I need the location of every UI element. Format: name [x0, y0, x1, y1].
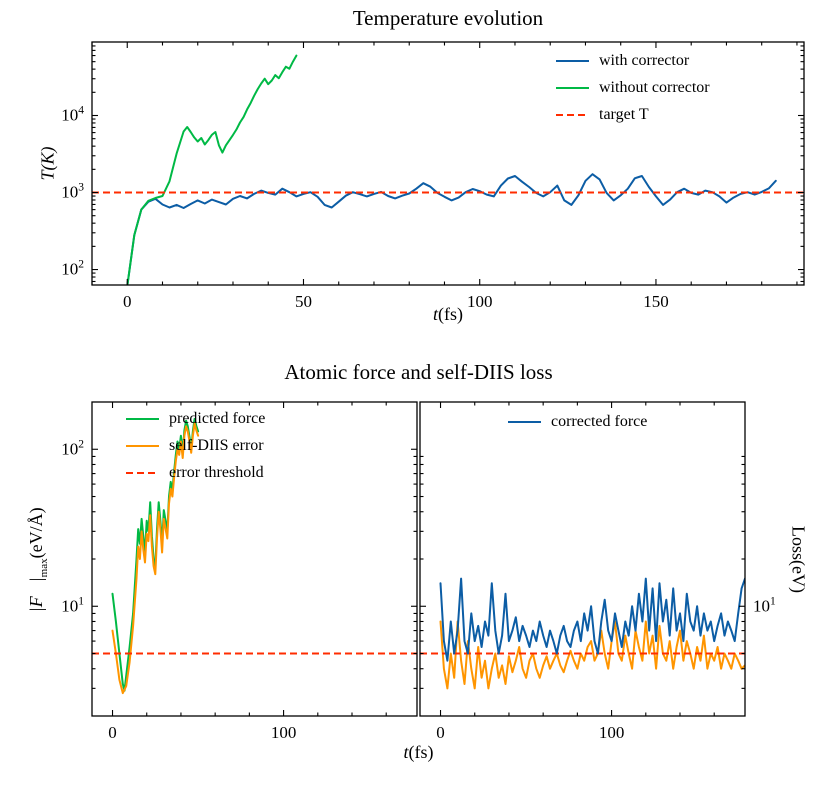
svg-text:0: 0	[123, 292, 132, 311]
legend-label: predicted force	[169, 410, 266, 427]
legend-line-sample-red-dashed	[556, 113, 589, 117]
svg-text:101: 101	[753, 595, 776, 615]
legend-line-sample-blue	[508, 420, 541, 424]
bottom-chart-title: Atomic force and self-DIIS loss	[284, 360, 553, 384]
force-y-axis-label-unit: (eV/Å)	[26, 507, 47, 559]
legend-item-error-threshold: error threshold	[126, 464, 265, 482]
legend-line-sample-blue	[556, 59, 589, 63]
force-y-axis-label-pre: |F⃗|	[26, 577, 47, 613]
svg-text:50: 50	[295, 292, 312, 311]
svg-text:102: 102	[61, 259, 84, 279]
svg-text:100: 100	[271, 723, 297, 742]
legend-item-with-corrector: with corrector	[556, 52, 710, 70]
bottom-x-axis-label-var: t	[403, 742, 409, 762]
legend-line-sample-red-dashed	[126, 471, 159, 475]
top-chart-title: Temperature evolution	[352, 6, 544, 30]
force-y-axis-label: |F⃗|max(eV/Å)	[26, 485, 50, 635]
legend-label: error threshold	[169, 464, 264, 481]
svg-text:103: 103	[61, 182, 84, 202]
top-y-axis-label: T(K)	[38, 114, 59, 214]
legend-label: corrected force	[551, 413, 648, 430]
top-x-axis-label-var: t	[432, 304, 438, 324]
legend-item-without-corrector: without corrector	[556, 79, 710, 97]
top-x-axis-label: t(fs)	[92, 304, 804, 325]
svg-text:100: 100	[599, 723, 625, 742]
legend-item-target-t: target T	[556, 106, 710, 124]
svg-text:150: 150	[643, 292, 669, 311]
loss-y-axis-label: Loss(eV)	[788, 526, 809, 593]
legend-line-sample-orange	[126, 444, 159, 448]
force-y-axis-label-sub: max	[37, 558, 50, 578]
top-x-axis-label-unit: (fs)	[438, 304, 463, 324]
legend-corrected-force: corrected force	[508, 413, 647, 431]
legend-line-sample-green	[126, 417, 159, 421]
legend-line-sample-green	[556, 86, 589, 90]
svg-text:101: 101	[61, 595, 84, 615]
legend-label: without corrector	[599, 79, 710, 96]
svg-text:104: 104	[61, 104, 84, 124]
bottom-x-axis-label: t(fs)	[92, 742, 745, 763]
svg-text:100: 100	[467, 292, 493, 311]
top-y-axis-label-text: T(K)	[37, 146, 58, 181]
legend-label: with corrector	[599, 52, 690, 69]
legend-item-corrected-force: corrected force	[508, 413, 647, 431]
svg-text:102: 102	[61, 438, 84, 458]
svg-text:0: 0	[108, 723, 117, 742]
legend-force: predicted force self-DIIS error error th…	[126, 410, 265, 482]
legend-item-selfdiis-error: self-DIIS error	[126, 437, 265, 455]
legend-label: target T	[599, 106, 649, 123]
legend-temperature: with corrector without corrector target …	[556, 52, 710, 124]
legend-item-predicted-force: predicted force	[126, 410, 265, 428]
svg-text:0: 0	[436, 723, 445, 742]
legend-label: self-DIIS error	[169, 437, 264, 454]
bottom-x-axis-label-unit: (fs)	[408, 742, 434, 762]
